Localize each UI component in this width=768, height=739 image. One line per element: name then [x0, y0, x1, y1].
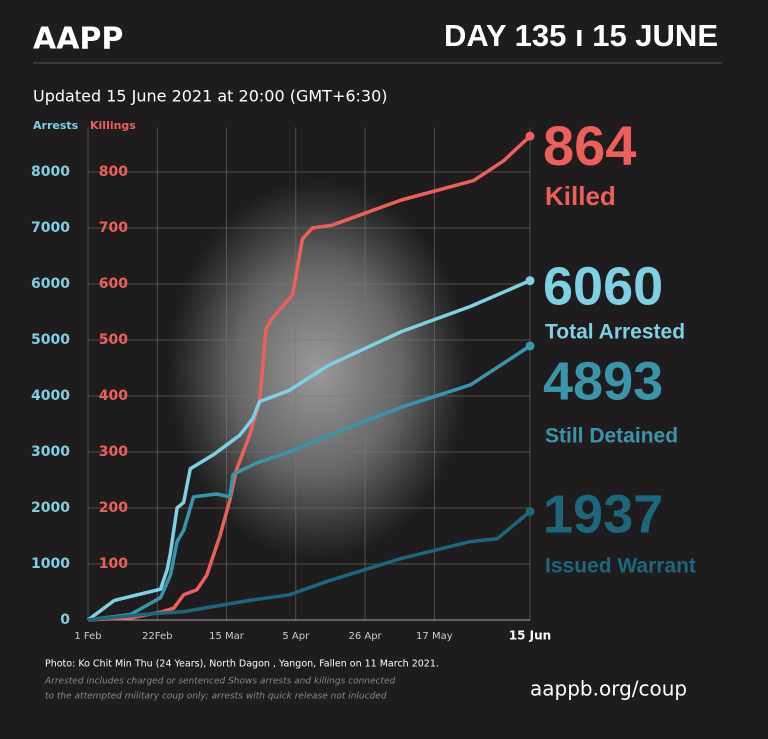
y-tick-label: 8000 — [31, 164, 70, 180]
y-tick-label: 0 — [60, 612, 70, 628]
value-label: 864 — [543, 114, 636, 177]
legend-label: Killed — [545, 181, 616, 211]
end-dot — [525, 276, 535, 286]
x-tick-label: 26 Apr — [348, 631, 382, 642]
y2-tick-label: 600 — [99, 276, 128, 292]
legend-label: Still Detained — [545, 425, 678, 448]
source: aappb.org/coup — [530, 677, 687, 701]
end-dot — [525, 131, 535, 141]
legend-label: Total Arrested — [545, 321, 685, 344]
series-line — [87, 510, 532, 622]
x-tick-label: 15 Mar — [209, 631, 245, 642]
value-label: 4893 — [543, 351, 663, 411]
series-line — [86, 279, 531, 622]
y-tick-label: 6000 — [31, 276, 70, 292]
y-tick-label: 5000 — [31, 332, 70, 348]
y2-tick-label: 200 — [99, 500, 128, 516]
caption: Photo: Ko Chit Min Thu (24 Years), North… — [45, 659, 439, 670]
y2-tick-label: 300 — [99, 444, 128, 460]
y-tick-label: 3000 — [31, 444, 70, 460]
chart-title: DAY 135 ı 15 JUNE — [444, 18, 718, 53]
note-line: Arrested includes charged or sentenced S… — [44, 677, 396, 687]
y2-tick-label: 700 — [99, 220, 128, 236]
x-tick-label: 1 Feb — [74, 631, 101, 642]
y2-tick-label: 100 — [99, 556, 128, 572]
subtitle: Updated 15 June 2021 at 20:00 (GMT+6:30) — [33, 87, 388, 106]
value-label: 1937 — [543, 484, 663, 544]
y-tick-label: 1000 — [31, 556, 70, 572]
y2-tick-label: 400 — [99, 388, 128, 404]
y2-axis-label: Killings — [90, 119, 136, 132]
legend-label: Issued Warrant — [545, 555, 696, 578]
end-dot — [525, 341, 535, 351]
value-label: 6060 — [543, 256, 663, 316]
y-tick-label: 2000 — [31, 500, 70, 516]
y2-tick-label: 800 — [99, 164, 128, 180]
x-tick-label: 5 Apr — [282, 631, 310, 642]
x-tick-label: 22Feb — [142, 631, 172, 642]
logo: AAPP — [33, 22, 123, 57]
series-line — [87, 344, 531, 622]
y-tick-label: 4000 — [31, 388, 70, 404]
x-tick-label: 15 Jun — [509, 629, 551, 643]
y-axis-label: Arrests — [33, 119, 79, 132]
x-tick-label: 17 May — [416, 631, 453, 642]
end-dot — [525, 507, 535, 517]
y2-tick-label: 500 — [99, 332, 128, 348]
y-tick-label: 7000 — [31, 220, 70, 236]
note-line: to the attempted military coup only; arr… — [45, 692, 387, 702]
